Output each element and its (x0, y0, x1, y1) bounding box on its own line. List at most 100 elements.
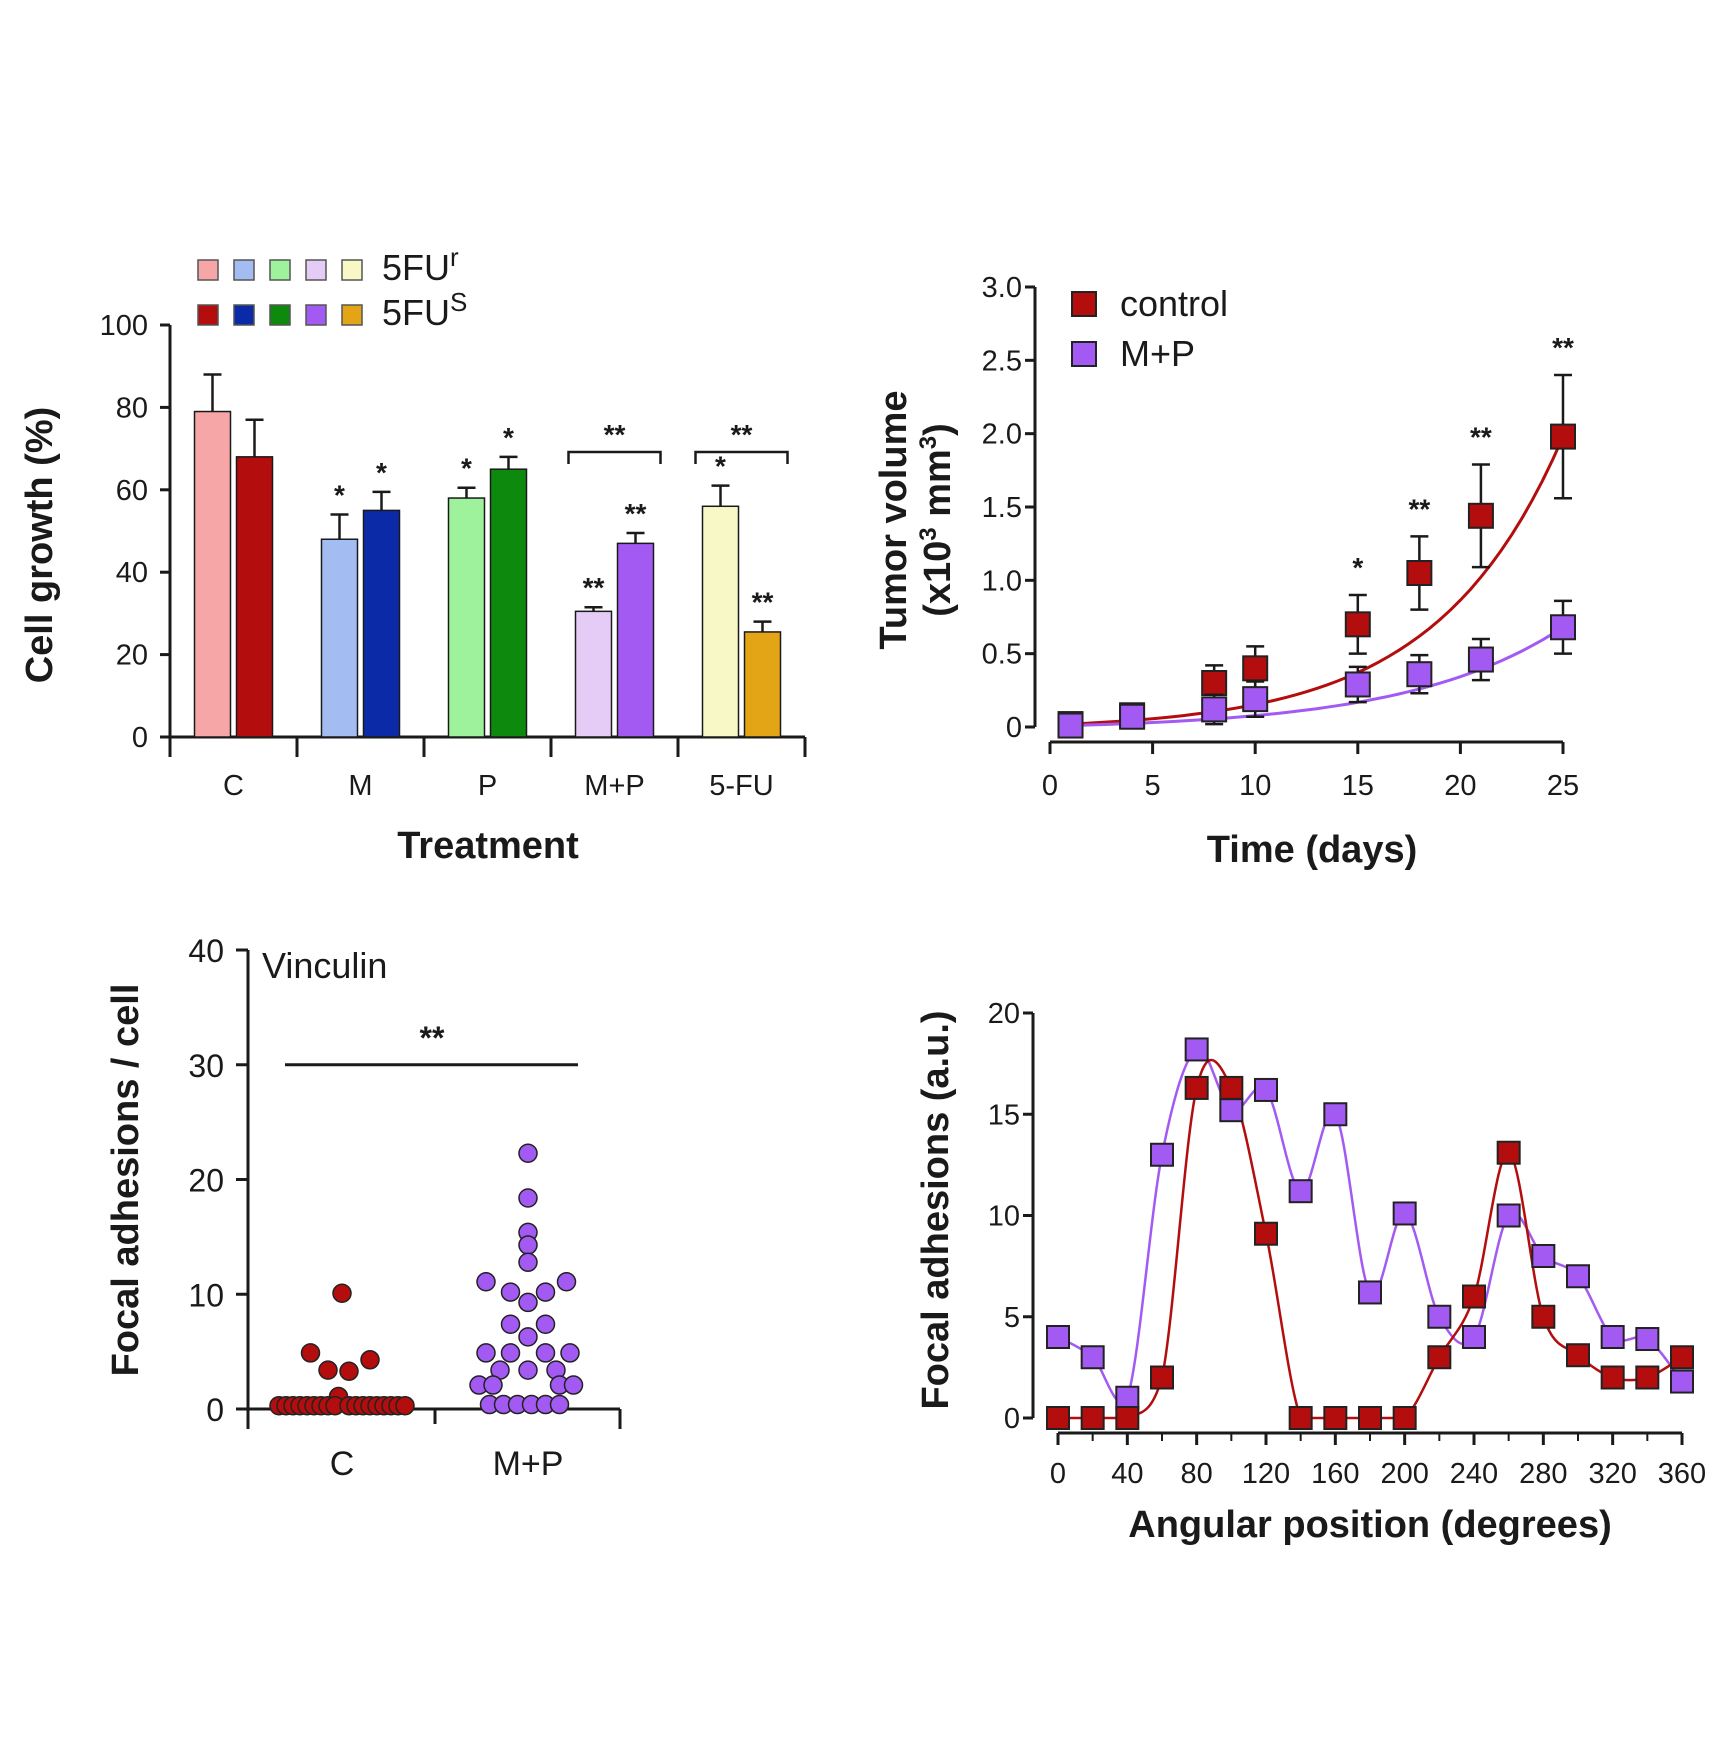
significance-star: ** (1470, 421, 1492, 452)
y-tick-label: 10 (988, 1201, 1020, 1233)
fitted-curve-control (1070, 435, 1565, 726)
series-line-red (1058, 1058, 1683, 1420)
significance-star: * (376, 457, 387, 488)
x-category-label: P (478, 770, 497, 802)
data-point (518, 1143, 538, 1164)
data-point (1467, 502, 1494, 529)
data-point (1496, 1140, 1521, 1165)
significance-bracket-label: ** (604, 419, 626, 450)
data-point (1462, 1325, 1486, 1349)
legend-swatch (1071, 291, 1097, 317)
data-point (1358, 1406, 1382, 1430)
y-tick-label: 0 (1004, 1403, 1020, 1435)
legend-swatch (269, 304, 291, 326)
data-point (1219, 1075, 1244, 1100)
x-category-label: C (223, 770, 244, 802)
data-point (556, 1272, 577, 1292)
significance-star: ** (752, 587, 774, 618)
data-point (1057, 712, 1084, 739)
data-point (1242, 686, 1269, 713)
x-tick-label: 40 (1111, 1458, 1143, 1490)
legend-label: M+P (1120, 333, 1195, 374)
y-tick-label: 20 (188, 1163, 224, 1199)
data-point (1462, 1284, 1486, 1309)
legend-swatch (341, 304, 363, 326)
data-point (518, 1188, 538, 1208)
significance-star: ** (625, 498, 647, 529)
bar (616, 542, 655, 738)
data-point (1046, 1325, 1070, 1349)
significance-bracket-label: ** (731, 419, 753, 450)
data-point (1406, 560, 1433, 586)
x-tick-label: 10 (1239, 770, 1271, 802)
significance-star: ** (1552, 332, 1574, 363)
x-tick-label: 20 (1444, 770, 1476, 802)
significance-star: * (461, 453, 472, 484)
significance-star: * (1352, 552, 1363, 583)
x-tick-label: 200 (1380, 1458, 1428, 1490)
angular-position-x-axis-label: Angular position (degrees) (1128, 1504, 1611, 1546)
data-point (1427, 1345, 1452, 1370)
data-point (318, 1360, 338, 1380)
bar (320, 538, 359, 738)
data-point (1670, 1345, 1694, 1370)
tumor-volume-line-chart: Tumor volume (x103 mm3) Time (days) 0 0.5… (873, 272, 1579, 871)
x-category-label: M+P (493, 1445, 564, 1483)
data-point (518, 1360, 538, 1380)
bar (447, 497, 486, 738)
y-tick-label: 2.0 (982, 419, 1022, 451)
data-point (1344, 611, 1371, 638)
angular-focal-adhesions-line-chart: Focal adhesions (a.u.) Angular position … (915, 998, 1706, 1546)
legend-swatch (197, 304, 219, 326)
data-point (1427, 1304, 1452, 1329)
y-tick-label: 1.5 (982, 492, 1022, 524)
tumor-volume-legend: control M+P (1071, 283, 1228, 374)
data-point (1288, 1179, 1313, 1204)
data-point (1344, 671, 1371, 698)
data-point (518, 1235, 538, 1255)
y-tick-label: 3.0 (982, 272, 1022, 304)
data-point (535, 1282, 556, 1302)
legend-swatch (233, 259, 255, 281)
legend-label: 5FUr (382, 242, 459, 288)
data-point (1531, 1244, 1556, 1268)
data-point (1600, 1325, 1625, 1349)
y-tick-label: 60 (116, 475, 148, 507)
x-category-label: C (330, 1445, 355, 1483)
x-tick-label: 25 (1547, 770, 1579, 802)
y-tick-label: 10 (188, 1277, 224, 1313)
focal-adhesions-scatter-chart: Focal adhesions / cell Vinculin 0 10 20 30 4… (105, 933, 622, 1483)
x-category-label: 5-FU (709, 770, 773, 802)
data-point (535, 1343, 556, 1363)
data-point (1392, 1406, 1417, 1430)
data-point (1150, 1365, 1174, 1390)
data-point (339, 1361, 359, 1382)
tumor-volume-y-axis-label: Tumor volume (873, 391, 915, 650)
data-point (332, 1283, 352, 1303)
y-tick-label: 40 (188, 933, 224, 969)
data-point (1119, 703, 1146, 730)
legend-swatch (341, 259, 363, 281)
legend-swatch (1071, 341, 1097, 367)
data-point (563, 1375, 584, 1395)
vinculin-annotation: Vinculin (262, 945, 387, 986)
x-category-label: M+P (584, 770, 644, 802)
data-point (1184, 1075, 1209, 1100)
significance-bracket (694, 450, 789, 464)
data-point (500, 1282, 521, 1302)
data-point (300, 1343, 321, 1363)
data-point (1496, 1203, 1521, 1228)
data-point (1550, 423, 1576, 450)
data-point (1219, 1098, 1244, 1123)
data-point (360, 1350, 380, 1370)
data-point (1550, 614, 1576, 641)
bar (743, 631, 782, 738)
x-tick-label: 120 (1242, 1458, 1290, 1490)
y-tick-label: 0 (132, 722, 148, 754)
data-point (1115, 1406, 1140, 1430)
data-point (1184, 1037, 1209, 1062)
data-point (1392, 1201, 1417, 1226)
data-point (1201, 670, 1228, 696)
y-tick-label: 1.0 (982, 565, 1022, 597)
data-point (1080, 1406, 1105, 1430)
